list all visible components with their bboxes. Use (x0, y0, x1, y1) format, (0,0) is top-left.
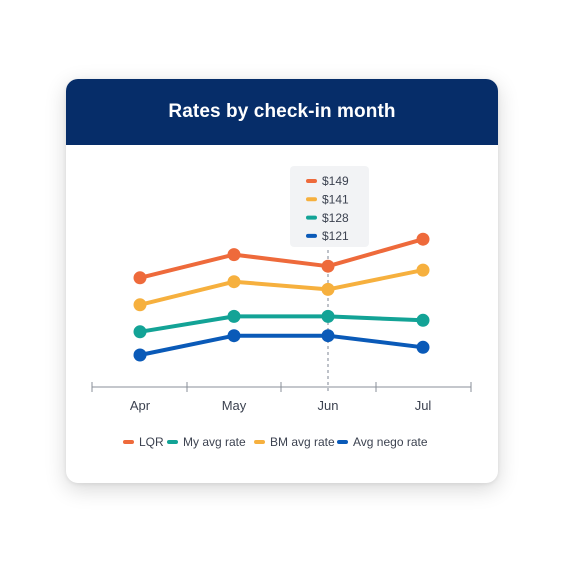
legend: LQR My avg rate BM avg rate Avg nego rate (123, 435, 428, 449)
data-point-my-avg-rate-jul[interactable] (416, 313, 430, 327)
data-point-bm-avg-rate-may[interactable] (227, 275, 241, 289)
data-point-avg-nego-rate-apr[interactable] (133, 348, 147, 362)
x-tick-label-may: May (222, 398, 247, 413)
data-point-avg-nego-rate-jun[interactable] (321, 329, 335, 343)
series-layer (133, 232, 430, 362)
tooltip: $149 $141 $128 $121 (290, 166, 369, 247)
data-point-lqr-jun[interactable] (321, 259, 335, 273)
series-line-my-avg-rate (138, 314, 425, 334)
legend-label-lqr[interactable]: LQR (139, 435, 164, 449)
legend-label-bm-avg-rate[interactable]: BM avg rate (270, 435, 335, 449)
tooltip-value: $141 (322, 193, 349, 207)
data-point-bm-avg-rate-jul[interactable] (416, 263, 430, 277)
data-point-my-avg-rate-apr[interactable] (133, 325, 147, 339)
data-point-avg-nego-rate-may[interactable] (227, 329, 241, 343)
data-point-my-avg-rate-jun[interactable] (321, 309, 335, 323)
x-axis: Apr May Jun Jul (91, 382, 472, 413)
x-tick-label-jul: Jul (415, 398, 432, 413)
data-point-lqr-may[interactable] (227, 248, 241, 262)
data-point-lqr-jul[interactable] (416, 232, 430, 246)
series-line-avg-nego-rate (138, 333, 425, 357)
x-tick-label-jun: Jun (318, 398, 339, 413)
tooltip-value: $121 (322, 229, 349, 243)
series-line-bm-avg-rate (138, 268, 425, 307)
card-title: Rates by check-in month (66, 79, 498, 145)
data-point-lqr-apr[interactable] (133, 271, 147, 285)
series-line-lqr (138, 237, 425, 280)
data-point-my-avg-rate-may[interactable] (227, 309, 241, 323)
data-point-avg-nego-rate-jul[interactable] (416, 340, 430, 354)
tooltip-value: $128 (322, 211, 349, 225)
data-point-bm-avg-rate-apr[interactable] (133, 298, 147, 312)
x-tick-label-apr: Apr (130, 398, 151, 413)
tooltip-value: $149 (322, 174, 349, 188)
data-point-bm-avg-rate-jun[interactable] (321, 282, 335, 296)
legend-label-my-avg-rate[interactable]: My avg rate (183, 435, 246, 449)
tooltip-box (290, 166, 369, 247)
legend-label-avg-nego-rate[interactable]: Avg nego rate (353, 435, 428, 449)
